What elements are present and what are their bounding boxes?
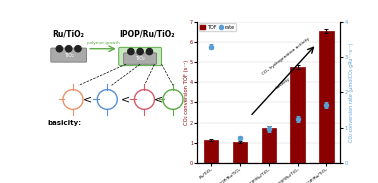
Bar (262, 128, 276, 163)
FancyBboxPatch shape (51, 48, 87, 62)
Legend: TOF, rate: TOF, rate (199, 23, 236, 31)
Bar (204, 140, 218, 163)
Text: polymer growth: polymer growth (87, 41, 119, 45)
Text: TiO₂: TiO₂ (135, 56, 145, 61)
Text: IPOP/Ru/TiO₂: IPOP/Ru/TiO₂ (119, 29, 175, 38)
Text: CO₂ hydrogenation activity: CO₂ hydrogenation activity (262, 37, 311, 76)
Bar (319, 31, 334, 163)
Text: basicity: basicity (275, 77, 291, 90)
Y-axis label: CO₂ conversion TOF (s⁻¹): CO₂ conversion TOF (s⁻¹) (184, 60, 189, 125)
Text: <: < (121, 94, 130, 104)
Circle shape (56, 46, 62, 52)
Circle shape (137, 48, 143, 55)
Circle shape (146, 48, 153, 55)
Text: <: < (154, 94, 163, 104)
Y-axis label: CO₂ conversion rate (μmolCO₂·gRu⁻¹·s⁻¹): CO₂ conversion rate (μmolCO₂·gRu⁻¹·s⁻¹) (349, 43, 354, 142)
Circle shape (75, 46, 81, 52)
Text: basicity:: basicity: (47, 120, 81, 126)
Bar (233, 142, 247, 163)
Circle shape (65, 46, 72, 52)
FancyBboxPatch shape (124, 53, 156, 64)
FancyBboxPatch shape (119, 47, 161, 66)
Text: <: < (83, 94, 92, 104)
Bar (290, 67, 305, 163)
Circle shape (128, 48, 134, 55)
Text: Ru/TiO₂: Ru/TiO₂ (53, 29, 85, 38)
Text: TiO₂: TiO₂ (64, 53, 74, 58)
